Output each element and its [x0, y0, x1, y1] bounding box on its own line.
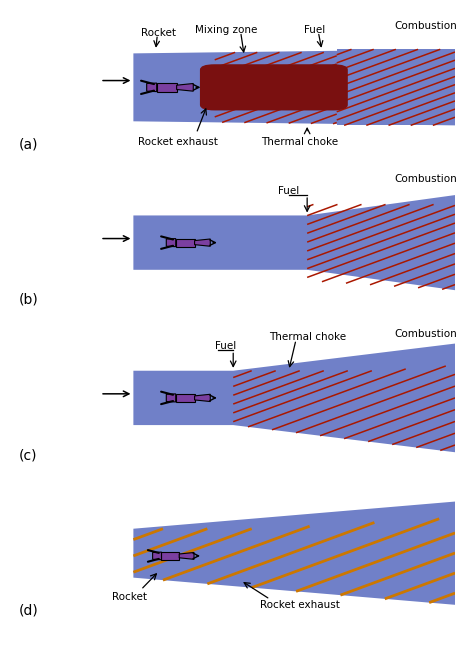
Polygon shape [194, 239, 210, 247]
Polygon shape [177, 83, 193, 91]
Bar [157, 83, 177, 92]
Polygon shape [133, 501, 455, 605]
Polygon shape [166, 394, 176, 402]
Text: Fuel: Fuel [304, 25, 325, 36]
Text: Thermal choke: Thermal choke [261, 137, 338, 147]
Text: (d): (d) [19, 603, 38, 617]
Text: Air: Air [0, 646, 1, 647]
Polygon shape [179, 553, 194, 559]
Text: Combustion: Combustion [394, 329, 457, 339]
Text: Combustion: Combustion [394, 21, 457, 31]
Polygon shape [133, 195, 455, 290]
Polygon shape [194, 394, 210, 402]
Polygon shape [153, 552, 162, 560]
Text: (b): (b) [19, 292, 38, 307]
Bar [176, 239, 194, 247]
Polygon shape [337, 49, 455, 126]
Text: Rocket exhaust: Rocket exhaust [260, 600, 340, 610]
Bar [176, 394, 194, 402]
Text: Mixing zone: Mixing zone [195, 25, 257, 36]
Polygon shape [133, 49, 455, 126]
Text: Combustion: Combustion [394, 174, 457, 184]
Text: Air: Air [0, 646, 1, 647]
Bar [162, 552, 179, 560]
Polygon shape [146, 83, 157, 92]
FancyBboxPatch shape [200, 64, 348, 111]
Text: Rocket exhaust: Rocket exhaust [138, 137, 218, 147]
Polygon shape [166, 239, 176, 247]
Text: Rocket: Rocket [141, 28, 176, 38]
Text: Fuel: Fuel [278, 186, 299, 196]
Polygon shape [133, 344, 455, 452]
Text: Fuel: Fuel [215, 341, 237, 351]
Text: (a): (a) [19, 137, 38, 151]
Text: Thermal choke: Thermal choke [269, 332, 346, 342]
Text: Air: Air [0, 646, 1, 647]
Text: (c): (c) [19, 448, 37, 462]
Text: Rocket: Rocket [112, 591, 147, 602]
